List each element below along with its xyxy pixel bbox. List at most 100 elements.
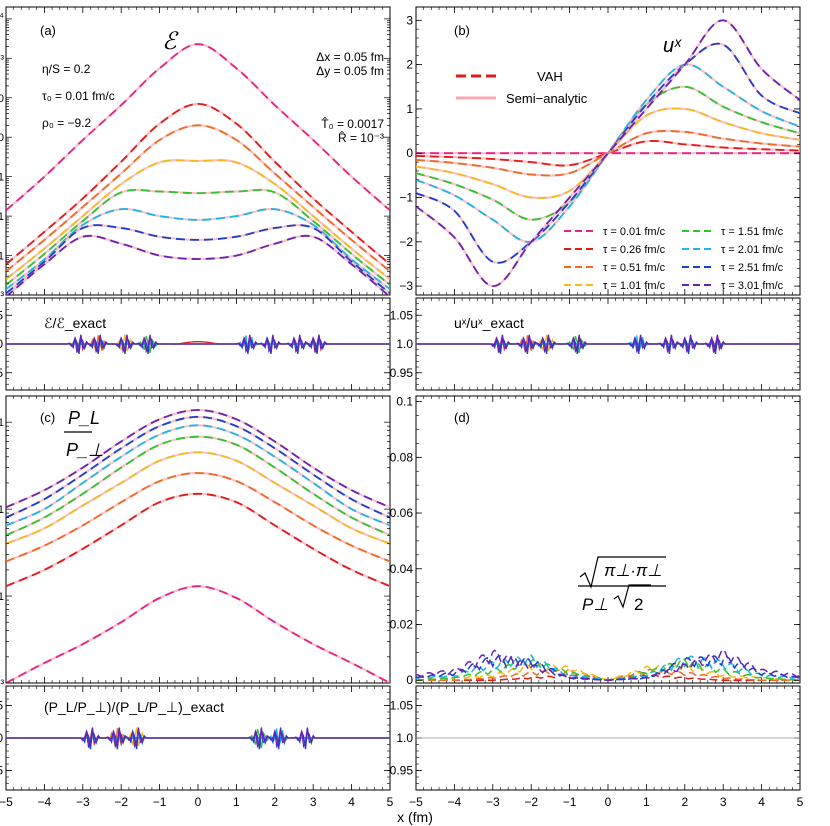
vah-line-tau-2.01 (6, 424, 390, 527)
legend-tau-label: τ = 0.01 fm/c (603, 226, 666, 238)
ratio-line-rc (6, 727, 390, 747)
x-tick-label: −3 (76, 795, 90, 809)
y-tick-label: 1.05 (390, 699, 414, 713)
y-tick-label: 1.0 (0, 731, 3, 745)
panel-letter-c: (c) (40, 410, 55, 425)
x-tick-label: −5 (0, 795, 13, 809)
y-tick-label: 1.0 (0, 337, 3, 351)
x-tick-label: 0 (195, 795, 202, 809)
panel-letter-a: (a) (40, 23, 56, 38)
x-tick-label: −4 (448, 795, 462, 809)
vah-line-tau-1.51 (6, 435, 390, 537)
legend-tau-label: τ = 0.26 fm/c (603, 244, 666, 256)
y-tick-label: 0.02 (390, 617, 414, 631)
y-tick-label: 10⁻³ (0, 290, 4, 302)
y-tick-label: 0.95 (0, 366, 3, 380)
param-right: Δx = 0.05 fm (316, 50, 384, 64)
param-right: R̂ = 10⁻³ (338, 130, 384, 145)
semi-analytic-line-tau-0.26 (6, 492, 390, 588)
ratio-line-ra (6, 334, 390, 352)
vah-line-tau-3.01 (6, 409, 390, 509)
y-tick-label: 0 (406, 146, 413, 160)
ratio-line-rb (416, 334, 800, 352)
ratio-group-ra (6, 334, 390, 355)
vah-line-tau-1.01 (6, 159, 390, 281)
y-tick-label: 10⁻³ (0, 678, 4, 690)
y-tick-label: 0.95 (390, 366, 414, 380)
legend-tau-label: τ = 1.51 fm/c (721, 226, 784, 238)
ratio-group-rb (416, 334, 800, 355)
sqrt-sign (613, 584, 651, 609)
ratio-line-rc (6, 727, 390, 749)
panel-d-ylabel-num: π⊥·π⊥ (604, 561, 662, 580)
x-tick-label: 4 (348, 795, 355, 809)
panel-c-ylabel-den: P_⊥ (66, 440, 104, 460)
vah-line-tau-1.51 (6, 188, 390, 286)
series-group-d (416, 648, 800, 681)
y-tick-label: 1 (0, 172, 4, 184)
vah-line-tau-0.26 (416, 140, 800, 167)
vah-line-tau-2.51 (6, 415, 390, 519)
y-tick-label: 100 (0, 93, 4, 105)
ratio-line-ra (6, 335, 390, 355)
x-tick-label: −2 (524, 795, 538, 809)
series-group-a (6, 42, 390, 295)
panel-d-ylabel-den: P⊥ (582, 595, 608, 614)
y-tick-label: 0.06 (390, 506, 414, 520)
x-tick-label: 4 (758, 795, 765, 809)
ratio-ylabel-rb: uˣ/uˣ_exact (454, 315, 524, 331)
panel-c-ylabel-num: P_L (68, 408, 100, 428)
y-tick-label: 0.01 (0, 251, 4, 263)
y-tick-label: 0.95 (390, 764, 414, 778)
vah-line-tau-0.01 (6, 43, 390, 211)
vah-line-tau-0.51 (6, 472, 390, 563)
ratio-line-rc (6, 728, 390, 750)
y-tick-label: −3 (399, 279, 413, 293)
legend-tau-label: τ = 2.51 fm/c (721, 262, 784, 274)
semi-analytic-line-tau-2.01 (6, 424, 390, 527)
param-right: T̂₀ = 0.0017 (321, 116, 384, 131)
y-tick-label: −1 (399, 191, 413, 205)
legend-tau-label: τ = 2.01 fm/c (721, 244, 784, 256)
x-tick-label: −1 (153, 795, 167, 809)
vah-line-tau-3.01 (416, 19, 800, 288)
semi-analytic-line-tau-0.01 (6, 585, 390, 683)
vah-line-tau-0.01 (6, 585, 390, 683)
ratio-line-rb (416, 335, 800, 355)
vah-line-tau-2.01 (6, 208, 390, 290)
x-tick-label: 0 (605, 795, 612, 809)
y-tick-label: 10³ (0, 53, 4, 65)
panel-d-ylabel-two: 2 (634, 595, 643, 614)
ratio-ylabel-ra: ℰ/ℰ_exact (44, 315, 106, 331)
vah-line-tau-1.01 (6, 451, 390, 545)
ratio-group-rc (6, 727, 390, 750)
x-tick-label: 3 (310, 795, 317, 809)
series-group-b (416, 19, 800, 288)
x-tick-label: 2 (681, 795, 688, 809)
semi-analytic-line-tau-3.01 (6, 234, 390, 295)
panel-b-ylabel: uˣ (663, 35, 682, 57)
y-tick-label: 2 (406, 58, 413, 72)
y-tick-label: 0.1 (0, 211, 4, 223)
vah-line-tau-0.51 (6, 124, 390, 272)
y-tick-label: 1 (0, 417, 4, 429)
x-tick-label: −3 (486, 795, 500, 809)
y-tick-label: 3 (406, 13, 413, 27)
panel-letter-d: (d) (454, 410, 470, 425)
x-tick-label: −2 (114, 795, 128, 809)
y-tick-label: 10 (0, 132, 4, 144)
legend-method-label: VAH (537, 69, 563, 84)
legend-tau-label: τ = 3.01 fm/c (721, 280, 784, 292)
x-tick-label: 1 (643, 795, 650, 809)
y-tick-label: 10⁴ (0, 11, 4, 23)
vah-line-tau-0.26 (6, 102, 390, 265)
legend-tau-label: τ = 0.51 fm/c (603, 262, 666, 274)
vah-line-tau-2.51 (6, 224, 390, 295)
y-tick-label: 1.0 (396, 337, 413, 351)
y-tick-label: 0.95 (0, 764, 3, 778)
y-tick-label: 1 (406, 102, 413, 116)
ratio-line-ra (6, 334, 390, 354)
param-left: η/S = 0.2 (42, 62, 91, 76)
x-tick-label: −4 (38, 795, 52, 809)
